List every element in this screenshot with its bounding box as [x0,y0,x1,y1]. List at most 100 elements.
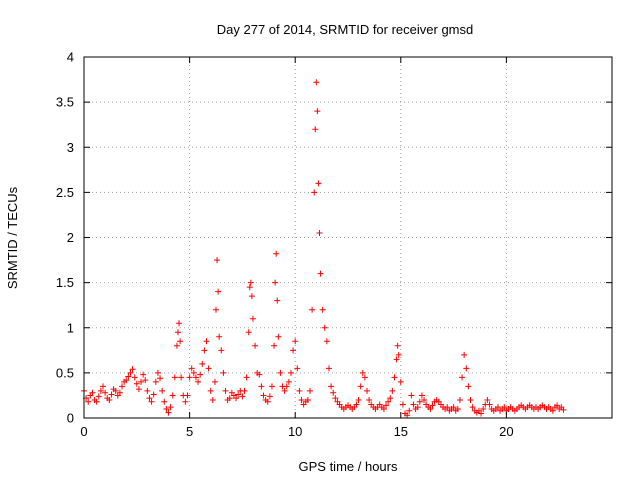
data-point [133,380,140,387]
data-point [209,396,216,403]
y-tick-label: 2 [67,230,74,245]
data-point [330,389,337,396]
data-point [494,404,501,411]
data-point [421,396,428,403]
data-point [427,405,434,412]
axis-ticks: 0 5 10 15 20 0 0.5 1 1.5 2 2.5 3 3.5 4 [56,50,612,439]
data-point [410,401,417,408]
data-point [404,412,411,419]
data-point [316,229,323,236]
data-point [287,369,294,376]
data-point [292,338,299,345]
data-point [142,377,149,384]
data-point [429,402,436,409]
data-point [309,306,316,313]
data-point [192,374,199,381]
data-point [380,405,387,412]
x-tick-label: 15 [394,424,408,439]
data-point [106,396,113,403]
data-point [184,392,191,399]
data-point [174,329,181,336]
x-axis-label: GPS time / hours [299,459,398,474]
y-tick-label: 4 [67,50,74,65]
data-point [298,396,305,403]
data-point [233,395,240,402]
y-tick-label: 0.5 [56,365,74,380]
data-point [135,386,142,393]
data-point [144,387,151,394]
grid [84,57,612,418]
data-point [116,389,123,396]
data-point [249,315,256,322]
data-point [469,404,476,411]
data-point [199,360,206,367]
y-tick-label: 2.5 [56,185,74,200]
data-point [391,374,398,381]
data-point [275,333,282,340]
data-point [216,333,223,340]
data-point [501,404,508,411]
data-point [281,387,288,394]
data-point [389,387,396,394]
data-point [277,369,284,376]
data-point [207,387,214,394]
data-point [246,284,253,291]
data-point [258,383,265,390]
data-point [463,365,470,372]
data-point [112,387,119,394]
data-point [444,404,451,411]
y-tick-label: 3.5 [56,95,74,110]
y-tick-label: 1 [67,320,74,335]
data-point [480,405,487,412]
data-point [93,398,100,405]
data-point [201,347,208,354]
data-point [283,383,290,390]
data-point [89,389,96,396]
data-point [459,374,466,381]
data-point [272,279,279,286]
data-point [177,338,184,345]
data-point [323,338,330,345]
data-point [364,387,371,394]
x-tick-label: 10 [288,424,302,439]
data-point [157,375,164,382]
data-point [549,407,556,414]
data-point [385,398,392,405]
data-point [416,398,423,405]
data-point [129,366,136,373]
data-point [211,378,218,385]
data-point [383,402,390,409]
data-point [169,392,176,399]
data-point [173,342,180,349]
data-point [222,387,229,394]
data-point [182,398,189,405]
data-point [131,374,138,381]
data-point [467,396,474,403]
data-point [171,374,178,381]
x-tick-label: 0 [80,424,87,439]
data-point [186,374,193,381]
data-point [167,404,174,411]
data-point [85,398,92,405]
data-point [414,404,421,411]
data-point [478,410,485,417]
data-point [332,395,339,402]
data-point [315,180,322,187]
data-point [190,369,197,376]
data-point [395,351,402,358]
data-point [100,383,107,390]
data-point [319,306,326,313]
y-axis-label: SRMTID / TECUs [5,186,20,289]
data-point [465,383,472,390]
data-point [450,404,457,411]
data-point [150,391,157,398]
data-point [355,396,362,403]
data-point [154,369,161,376]
data-point [357,383,364,390]
data-point [311,189,318,196]
data-point [161,398,168,405]
y-tick-label: 1.5 [56,275,74,290]
data-point [290,347,297,354]
data-point [97,387,104,394]
data-point [406,407,413,414]
